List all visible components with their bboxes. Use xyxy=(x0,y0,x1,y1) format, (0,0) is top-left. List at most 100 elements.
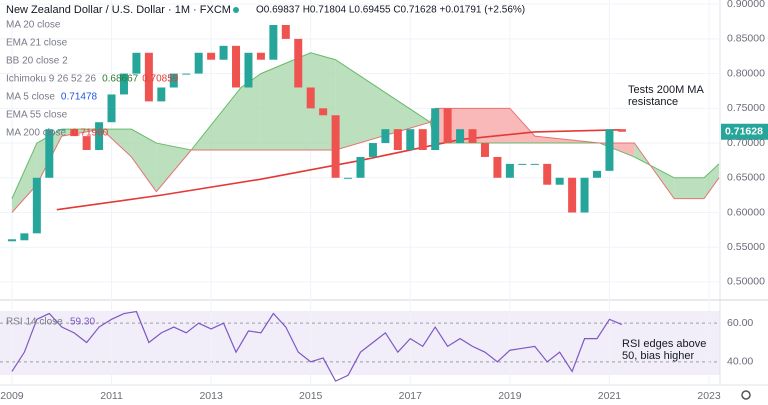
candle xyxy=(256,52,265,60)
candle xyxy=(518,163,527,165)
rsi-value: 59.30 xyxy=(70,317,95,328)
y-tick-label: 40.00 xyxy=(727,356,753,368)
chart-title: New Zealand Dollar / U.S. Dollar · 1M · … xyxy=(6,4,231,16)
candle xyxy=(194,52,203,74)
candle xyxy=(356,156,365,178)
candle xyxy=(57,129,66,131)
candle xyxy=(617,129,626,132)
legend-entry: MA 200 close xyxy=(6,128,66,139)
candle xyxy=(144,52,153,102)
y-tick-label: 60.00 xyxy=(727,317,753,329)
y-tick-label: 0.50000 xyxy=(727,276,765,288)
candle xyxy=(443,108,452,144)
candle xyxy=(32,177,41,234)
candle xyxy=(306,87,315,109)
x-tick-label: 2019 xyxy=(498,390,522,402)
candle xyxy=(543,163,552,185)
candle xyxy=(406,129,415,150)
cloud-segment xyxy=(240,73,261,150)
annotation: RSI edges above xyxy=(622,338,706,350)
candle xyxy=(232,45,241,88)
rsi-title: RSI 14 close xyxy=(6,317,63,328)
price-tag xyxy=(721,123,768,140)
legend-value: 0.71960 xyxy=(72,128,109,139)
cloud-segment xyxy=(11,143,37,213)
candle xyxy=(580,177,589,213)
cloud-segment xyxy=(674,177,705,199)
candle xyxy=(593,170,602,178)
candle xyxy=(468,129,477,144)
candle xyxy=(393,129,402,150)
candle xyxy=(530,163,539,165)
candle xyxy=(132,52,141,74)
legend-entry: MA 20 close xyxy=(6,20,61,31)
candle xyxy=(431,108,440,150)
candle xyxy=(219,45,228,60)
market-status xyxy=(233,7,239,13)
candle xyxy=(107,94,116,123)
y-tick-label: 0.80000 xyxy=(727,67,765,79)
price-tag-label: 0.71628 xyxy=(725,126,763,138)
candle xyxy=(294,38,303,88)
y-tick-label: 0.90000 xyxy=(727,0,765,10)
candle xyxy=(95,122,104,150)
candle xyxy=(605,129,614,171)
cloud-line xyxy=(11,52,720,199)
y-tick-label: 0.55000 xyxy=(727,241,765,253)
candle xyxy=(281,25,290,39)
y-tick-label: 0.70000 xyxy=(727,137,765,149)
candle xyxy=(20,233,29,241)
legend-entry: BB 20 close 2 xyxy=(6,56,68,67)
y-tick-label: 0.60000 xyxy=(727,206,765,218)
cloud-segment xyxy=(310,52,336,150)
cloud-segment xyxy=(704,163,720,199)
x-tick-label: 2013 xyxy=(199,390,223,402)
candle xyxy=(119,73,128,95)
candle xyxy=(568,177,577,213)
y-tick-label: 0.75000 xyxy=(727,102,765,114)
candle xyxy=(493,156,502,178)
legend-value: 0.68667 xyxy=(102,74,139,85)
candle xyxy=(456,129,465,144)
x-tick-label: 2017 xyxy=(399,390,423,402)
candle xyxy=(82,136,91,150)
x-tick-label: 2011 xyxy=(100,390,123,402)
candle xyxy=(505,163,514,178)
candle xyxy=(331,115,340,178)
candle xyxy=(344,177,353,179)
candle xyxy=(381,129,390,144)
candle xyxy=(207,52,216,60)
plot-area xyxy=(0,0,768,385)
y-tick-label: 0.85000 xyxy=(727,33,765,45)
legend-entry: EMA 55 close xyxy=(6,110,68,121)
candle xyxy=(418,129,427,150)
candle xyxy=(244,52,253,88)
cloud-segment xyxy=(435,108,510,144)
legend-entry: EMA 21 close xyxy=(6,38,68,49)
rsi-line xyxy=(11,310,623,382)
legend-value: 0.70859 xyxy=(142,74,179,85)
candle xyxy=(368,143,377,157)
candle xyxy=(319,108,328,116)
legend-entry: MA 5 close xyxy=(6,92,55,103)
settings-icon[interactable] xyxy=(741,390,751,400)
candle xyxy=(157,87,166,102)
annotation: 50, bias higher xyxy=(622,350,694,362)
cloud-segment xyxy=(156,143,192,192)
x-tick-label: 2009 xyxy=(0,390,24,402)
cloud-segment xyxy=(131,129,157,192)
candle xyxy=(269,25,278,60)
candle xyxy=(480,143,489,157)
legend-value: 0.71478 xyxy=(61,92,98,103)
candle xyxy=(169,73,178,88)
candle xyxy=(182,73,191,75)
cloud-line xyxy=(11,107,720,213)
annotation: Tests 200M MA xyxy=(628,84,704,96)
candle xyxy=(555,177,564,185)
ohlc-label: O0.69837 H0.71804 L0.69455 C0.71628 +0.0… xyxy=(256,5,525,16)
y-tick-label: 0.65000 xyxy=(727,172,765,184)
annotation: resistance xyxy=(628,96,678,108)
x-tick-label: 2021 xyxy=(598,390,622,402)
candle xyxy=(45,129,54,178)
